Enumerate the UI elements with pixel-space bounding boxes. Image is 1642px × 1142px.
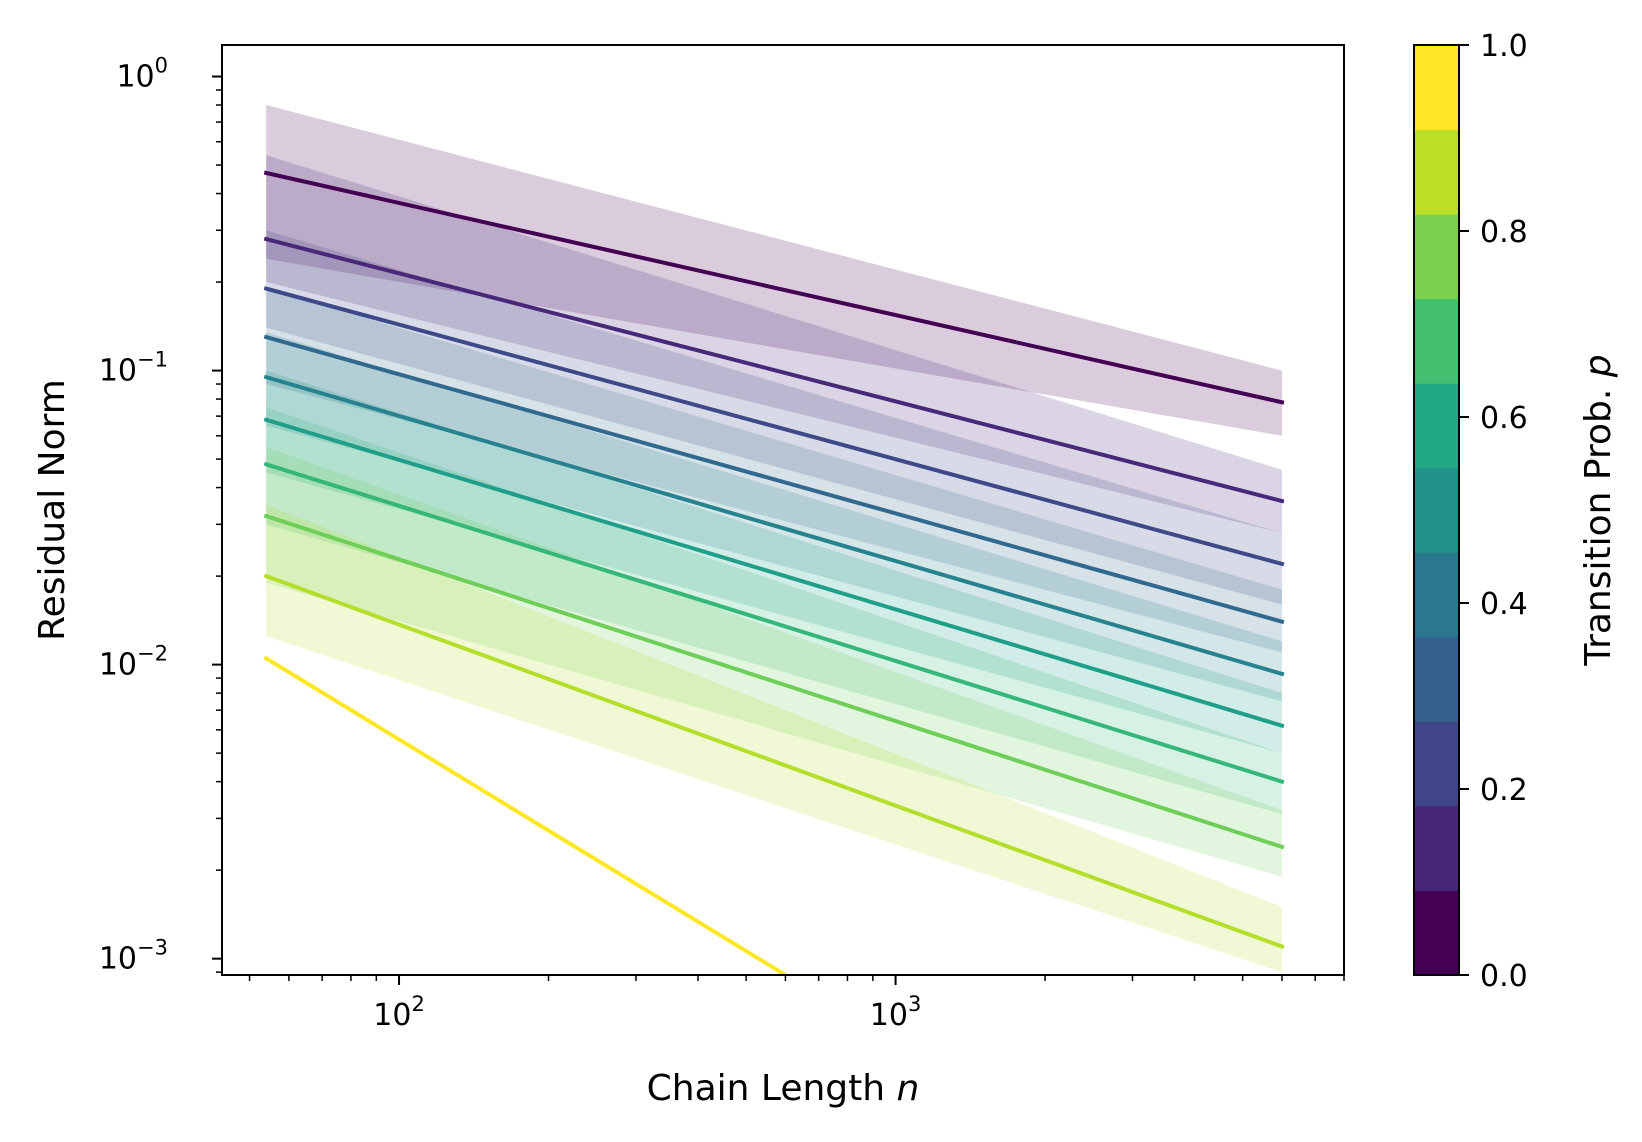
- y-axis-label: Residual Norm: [32, 379, 73, 641]
- band-p-0.7: [266, 446, 1282, 877]
- series-line-p-0: [263, 170, 1285, 405]
- series-lines: [263, 170, 1285, 975]
- colorbar-tick-label: 0.8: [1480, 215, 1528, 250]
- series-line-p-0.2: [263, 286, 1285, 567]
- colorbar-tick-label: 0.0: [1480, 959, 1528, 994]
- colorbar-bin: [1414, 298, 1459, 384]
- series-line-p-0.9: [263, 655, 789, 975]
- colorbar-bin: [1414, 383, 1459, 469]
- colorbar-frame: [1413, 44, 1460, 976]
- y-tick-label: 10−1: [99, 348, 168, 389]
- colorbar-bin: [1414, 636, 1459, 722]
- colorbar-tick-label: 0.4: [1480, 587, 1528, 622]
- band-p-0.6: [266, 407, 1282, 815]
- colorbar: 0.0 0.2 0.4 0.6 0.8 1.0 Transition Prob. p: [1413, 29, 1619, 994]
- plot-frame: [221, 44, 1345, 976]
- y-tick-label: 10−3: [99, 936, 168, 977]
- colorbar-tick-label: 1.0: [1480, 29, 1528, 64]
- series-line-p-0.5: [263, 417, 1285, 729]
- band-p-0: [266, 105, 1282, 436]
- band-p-0.3: [266, 288, 1282, 653]
- colorbar-bin: [1414, 214, 1459, 300]
- x-axis-label: Chain Length n: [647, 1068, 920, 1109]
- colorbar-bin: [1414, 467, 1459, 553]
- confidence-bands: [266, 105, 1282, 973]
- colorbar-bin: [1414, 721, 1459, 807]
- series-line-p-0.7: [263, 513, 1285, 850]
- colorbar-tick-label: 0.2: [1480, 773, 1528, 808]
- colorbar-tick-label: 0.6: [1480, 401, 1528, 436]
- band-p-0.2: [266, 230, 1282, 605]
- series-line-p-0.8: [263, 573, 1285, 950]
- band-p-0.1: [266, 155, 1282, 534]
- colorbar-bin: [1414, 129, 1459, 215]
- series-line-p-0.1: [263, 236, 1285, 504]
- y-tick-label: 100: [116, 54, 168, 95]
- series-line-p-0.6: [263, 461, 1285, 785]
- colorbar-bin: [1414, 45, 1459, 131]
- colorbar-label: Transition Prob. p: [1578, 354, 1619, 666]
- colorbar-bin: [1414, 552, 1459, 638]
- colorbar-bin: [1414, 890, 1459, 976]
- x-tick-label: 103: [870, 992, 922, 1033]
- band-p-0.5: [266, 370, 1282, 754]
- series-line-p-0.4: [263, 374, 1285, 677]
- band-p-0.4: [266, 332, 1282, 702]
- x-tick-label: 102: [373, 992, 425, 1033]
- y-tick-label: 10−2: [99, 642, 168, 683]
- colorbar-bin: [1414, 805, 1459, 892]
- series-line-p-0.3: [263, 334, 1285, 625]
